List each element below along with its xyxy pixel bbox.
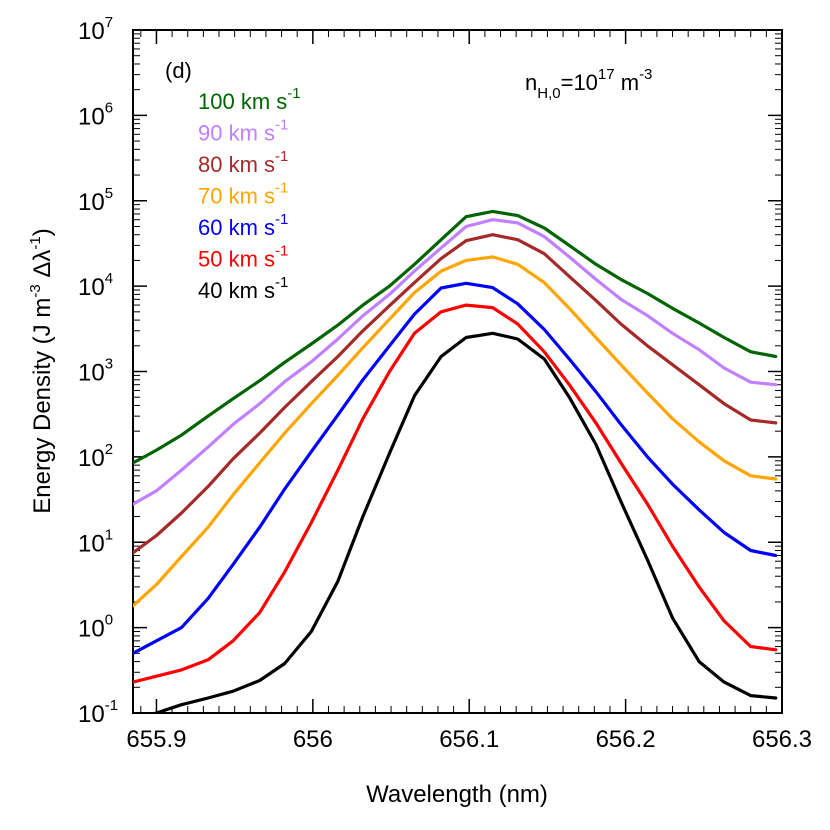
series-line (133, 255, 778, 608)
legend-item-exponent: -1 (275, 243, 288, 260)
series-line (133, 233, 778, 555)
y-tick-label-exponent: 6 (105, 99, 113, 116)
y-axis-title-part3: ) (29, 228, 56, 236)
y-tick-label-base: 10 (78, 616, 105, 643)
y-tick-label-base: 10 (78, 445, 105, 472)
legend-item-exponent: -1 (275, 274, 288, 291)
legend-item-label: 90 km s (198, 121, 275, 146)
legend-item-exponent: -1 (275, 180, 288, 197)
series-line (133, 281, 778, 655)
series-line (133, 218, 778, 506)
annotation-unit: m (615, 70, 639, 95)
y-tick-label-exponent: -1 (105, 697, 118, 714)
annotation-subscript: H,0 (537, 85, 560, 102)
x-tick-label: 656 (293, 726, 333, 753)
x-tick-labels: 655.9 656 656.1 656.2 656.3 (126, 726, 812, 753)
y-axis-title-exp2: -1 (27, 236, 44, 249)
plot-area (132, 29, 783, 714)
y-tick-label-base: 10 (78, 18, 105, 45)
y-tick-label: 101 (78, 526, 113, 557)
y-tick-label: 103 (78, 356, 113, 387)
y-tick-label-base: 10 (78, 189, 105, 216)
x-tick-label: 656.1 (439, 726, 499, 753)
y-tick-label-exponent: 3 (105, 356, 113, 373)
y-tick-label-base: 10 (78, 530, 105, 557)
y-tick-label-base: 10 (78, 103, 105, 130)
y-tick-label-base: 10 (78, 274, 105, 301)
y-axis-title-part2: Δλ (29, 250, 56, 285)
legend-item-label: 70 km s (198, 184, 275, 209)
legend-item: 80 km s-1 (198, 148, 288, 177)
series-line (133, 209, 778, 465)
y-axis-title-part1: Energy Density (J m (29, 298, 56, 514)
y-tick-label: 106 (78, 99, 113, 130)
y-tick-label-exponent: 5 (105, 185, 113, 202)
legend: 100 km s-190 km s-180 km s-170 km s-160 … (198, 85, 301, 303)
y-tick-label-base: 10 (78, 701, 105, 728)
legend-item-exponent: -1 (275, 211, 288, 228)
y-axis-title-exp1: -3 (27, 284, 44, 297)
legend-item-exponent: -1 (275, 117, 288, 134)
x-tick-label: 655.9 (126, 726, 186, 753)
y-tick-label: 102 (78, 441, 113, 472)
legend-item: 100 km s-1 (198, 85, 301, 114)
series-line (150, 331, 778, 713)
series-line (133, 303, 778, 684)
legend-item: 50 km s-1 (198, 243, 288, 272)
legend-item-label: 60 km s (198, 215, 275, 240)
y-tick-label-exponent: 2 (105, 441, 113, 458)
y-tick-label-exponent: 4 (105, 270, 113, 287)
legend-item-exponent: -1 (275, 148, 288, 165)
legend-item-label: 50 km s (198, 247, 275, 272)
y-tick-label: 107 (78, 14, 113, 45)
panel-label: (d) (165, 58, 192, 83)
legend-item-exponent: -1 (287, 85, 300, 102)
y-tick-label-exponent: 7 (105, 14, 113, 31)
series-lines (133, 209, 778, 713)
y-tick-label: 10-1 (78, 697, 118, 728)
annotation-exponent: 17 (598, 66, 615, 83)
legend-item: 40 km s-1 (198, 274, 288, 303)
legend-item: 60 km s-1 (198, 211, 288, 240)
y-tick-label-exponent: 1 (105, 526, 113, 543)
y-tick-label: 105 (78, 185, 113, 216)
y-tick-label-base: 10 (78, 360, 105, 387)
legend-item-label: 80 km s (198, 152, 275, 177)
legend-item: 90 km s-1 (198, 117, 288, 146)
y-tick-label: 100 (78, 612, 113, 643)
annotation-equals: =10 (561, 70, 598, 95)
legend-item-label: 40 km s (198, 278, 275, 303)
x-tick-label: 656.2 (596, 726, 656, 753)
x-tick-label: 656.3 (752, 726, 812, 753)
legend-item: 70 km s-1 (198, 180, 288, 209)
y-tick-label-exponent: 0 (105, 612, 113, 629)
y-axis-title: Energy Density (J m-3 Δλ-1) (27, 228, 56, 513)
annotation-base: n (525, 70, 537, 95)
annotation-unit-exponent: -3 (639, 66, 652, 83)
y-tick-label: 104 (78, 270, 113, 301)
legend-item-label: 100 km s (198, 89, 287, 114)
x-axis-title: Wavelength (nm) (366, 781, 548, 808)
density-annotation: nH,0=1017 m-3 (525, 66, 652, 102)
